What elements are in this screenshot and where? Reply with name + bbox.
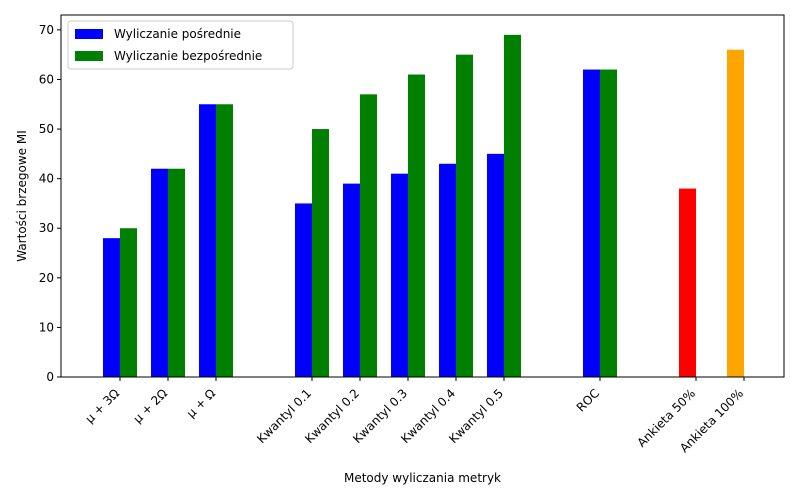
bar (295, 203, 312, 377)
y-tick-label: 60 (39, 72, 54, 86)
bar (583, 69, 600, 377)
bar (391, 173, 408, 377)
y-tick-label: 70 (39, 23, 54, 37)
bar (103, 238, 120, 377)
bar (487, 153, 504, 377)
bar (439, 163, 456, 377)
bar (151, 168, 168, 377)
legend-box (67, 20, 294, 70)
bar (312, 129, 329, 377)
bar (168, 168, 185, 377)
bar (199, 104, 216, 377)
legend-swatch-direct (75, 51, 103, 61)
y-tick-label: 40 (39, 172, 54, 186)
y-axis-label: Wartości brzegowe MI (15, 130, 29, 262)
bar (456, 54, 473, 377)
bar (216, 104, 233, 377)
x-tick-label: μ + Ω (184, 386, 218, 420)
bar (408, 74, 425, 378)
bar (120, 228, 137, 377)
bar (360, 94, 377, 377)
bar (343, 183, 360, 377)
y-tick-label: 0 (46, 370, 54, 384)
bars-group (103, 34, 744, 378)
y-tick-label: 20 (39, 271, 54, 285)
y-tick-label: 10 (39, 320, 54, 334)
y-axis-ticks: 0 10 20 30 40 50 60 70 (39, 23, 61, 384)
bar (679, 188, 696, 377)
x-tick-label: ROC (574, 386, 602, 414)
y-tick-label: 30 (39, 221, 54, 235)
bar (727, 49, 744, 377)
legend-swatch-indirect (75, 29, 103, 39)
bar (504, 34, 521, 377)
legend: Wyliczanie pośrednie Wyliczanie bezpośre… (67, 20, 294, 70)
axes-group (60, 14, 785, 378)
legend-label-direct: Wyliczanie bezpośrednie (114, 49, 262, 63)
legend-label-indirect: Wyliczanie pośrednie (114, 27, 241, 41)
x-axis-label: Metody wyliczania metryk (344, 471, 501, 485)
bar (600, 69, 617, 377)
x-tick-label: μ + 3Ω (82, 386, 122, 426)
plot-frame (60, 14, 785, 378)
y-tick-label: 50 (39, 122, 54, 136)
x-tick-label: μ + 2Ω (130, 386, 170, 426)
